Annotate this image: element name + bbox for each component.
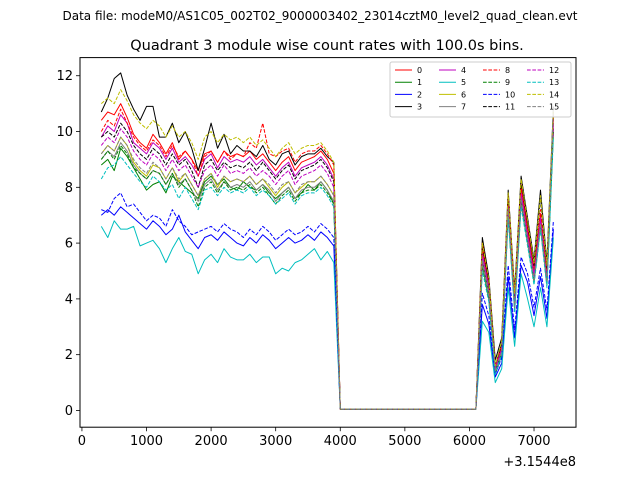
- legend-label-10: 10: [505, 90, 515, 99]
- x-tick-label: 7000: [517, 434, 550, 449]
- legend-label-8: 8: [505, 66, 510, 75]
- legend-label-15: 15: [549, 103, 559, 112]
- legend-label-14: 14: [549, 90, 559, 99]
- chart-title: Quadrant 3 module wise count rates with …: [130, 38, 524, 54]
- y-tick-label: 10: [56, 125, 73, 140]
- legend-label-1: 1: [417, 78, 422, 87]
- legend-label-3: 3: [417, 103, 422, 112]
- series-line-12: [100, 125, 554, 410]
- y-tick-label: 12: [56, 69, 73, 84]
- plot-lines: [100, 72, 554, 410]
- x-tick-label: 0: [78, 434, 86, 449]
- x-tick-label: 4000: [324, 434, 357, 449]
- y-tick-label: 4: [65, 292, 73, 307]
- x-axis: 0 1000 2000 3000 4000 5000 6000 7000: [78, 427, 551, 449]
- legend-label-6: 6: [461, 90, 466, 99]
- legend-label-9: 9: [505, 78, 510, 87]
- data-file-heading: Data file: modeM0/AS1C05_002T02_90000034…: [62, 9, 578, 23]
- series-line-3: [100, 72, 554, 410]
- x-tick-label: 5000: [388, 434, 421, 449]
- series-line-5: [100, 220, 554, 410]
- legend-label-5: 5: [461, 78, 466, 87]
- x-tick-label: 1000: [130, 434, 163, 449]
- y-tick-label: 8: [65, 181, 73, 196]
- axes-frame: [79, 57, 577, 428]
- y-tick-label: 0: [65, 404, 73, 419]
- legend-label-13: 13: [549, 78, 559, 87]
- legend-label-12: 12: [549, 66, 559, 75]
- legend-label-0: 0: [417, 66, 422, 75]
- series-line-15: [100, 106, 554, 410]
- legend-box: [389, 61, 572, 118]
- series-line-10: [101, 192, 554, 410]
- legend-label-2: 2: [417, 90, 422, 99]
- x-tick-label: 2000: [195, 434, 228, 449]
- legend-label-7: 7: [461, 103, 466, 112]
- legend-label-11: 11: [505, 103, 515, 112]
- y-tick-label: 2: [65, 348, 73, 363]
- series-line-2: [100, 206, 554, 410]
- x-tick-label: 3000: [259, 434, 292, 449]
- y-axis: 0 2 4 6 8 10 12: [56, 69, 80, 419]
- series-line-14: [100, 89, 554, 410]
- x-offset-text: +3.1544e8: [503, 455, 576, 470]
- x-tick-label: 6000: [453, 434, 486, 449]
- legend-label-4: 4: [461, 66, 466, 75]
- y-tick-label: 6: [65, 237, 73, 252]
